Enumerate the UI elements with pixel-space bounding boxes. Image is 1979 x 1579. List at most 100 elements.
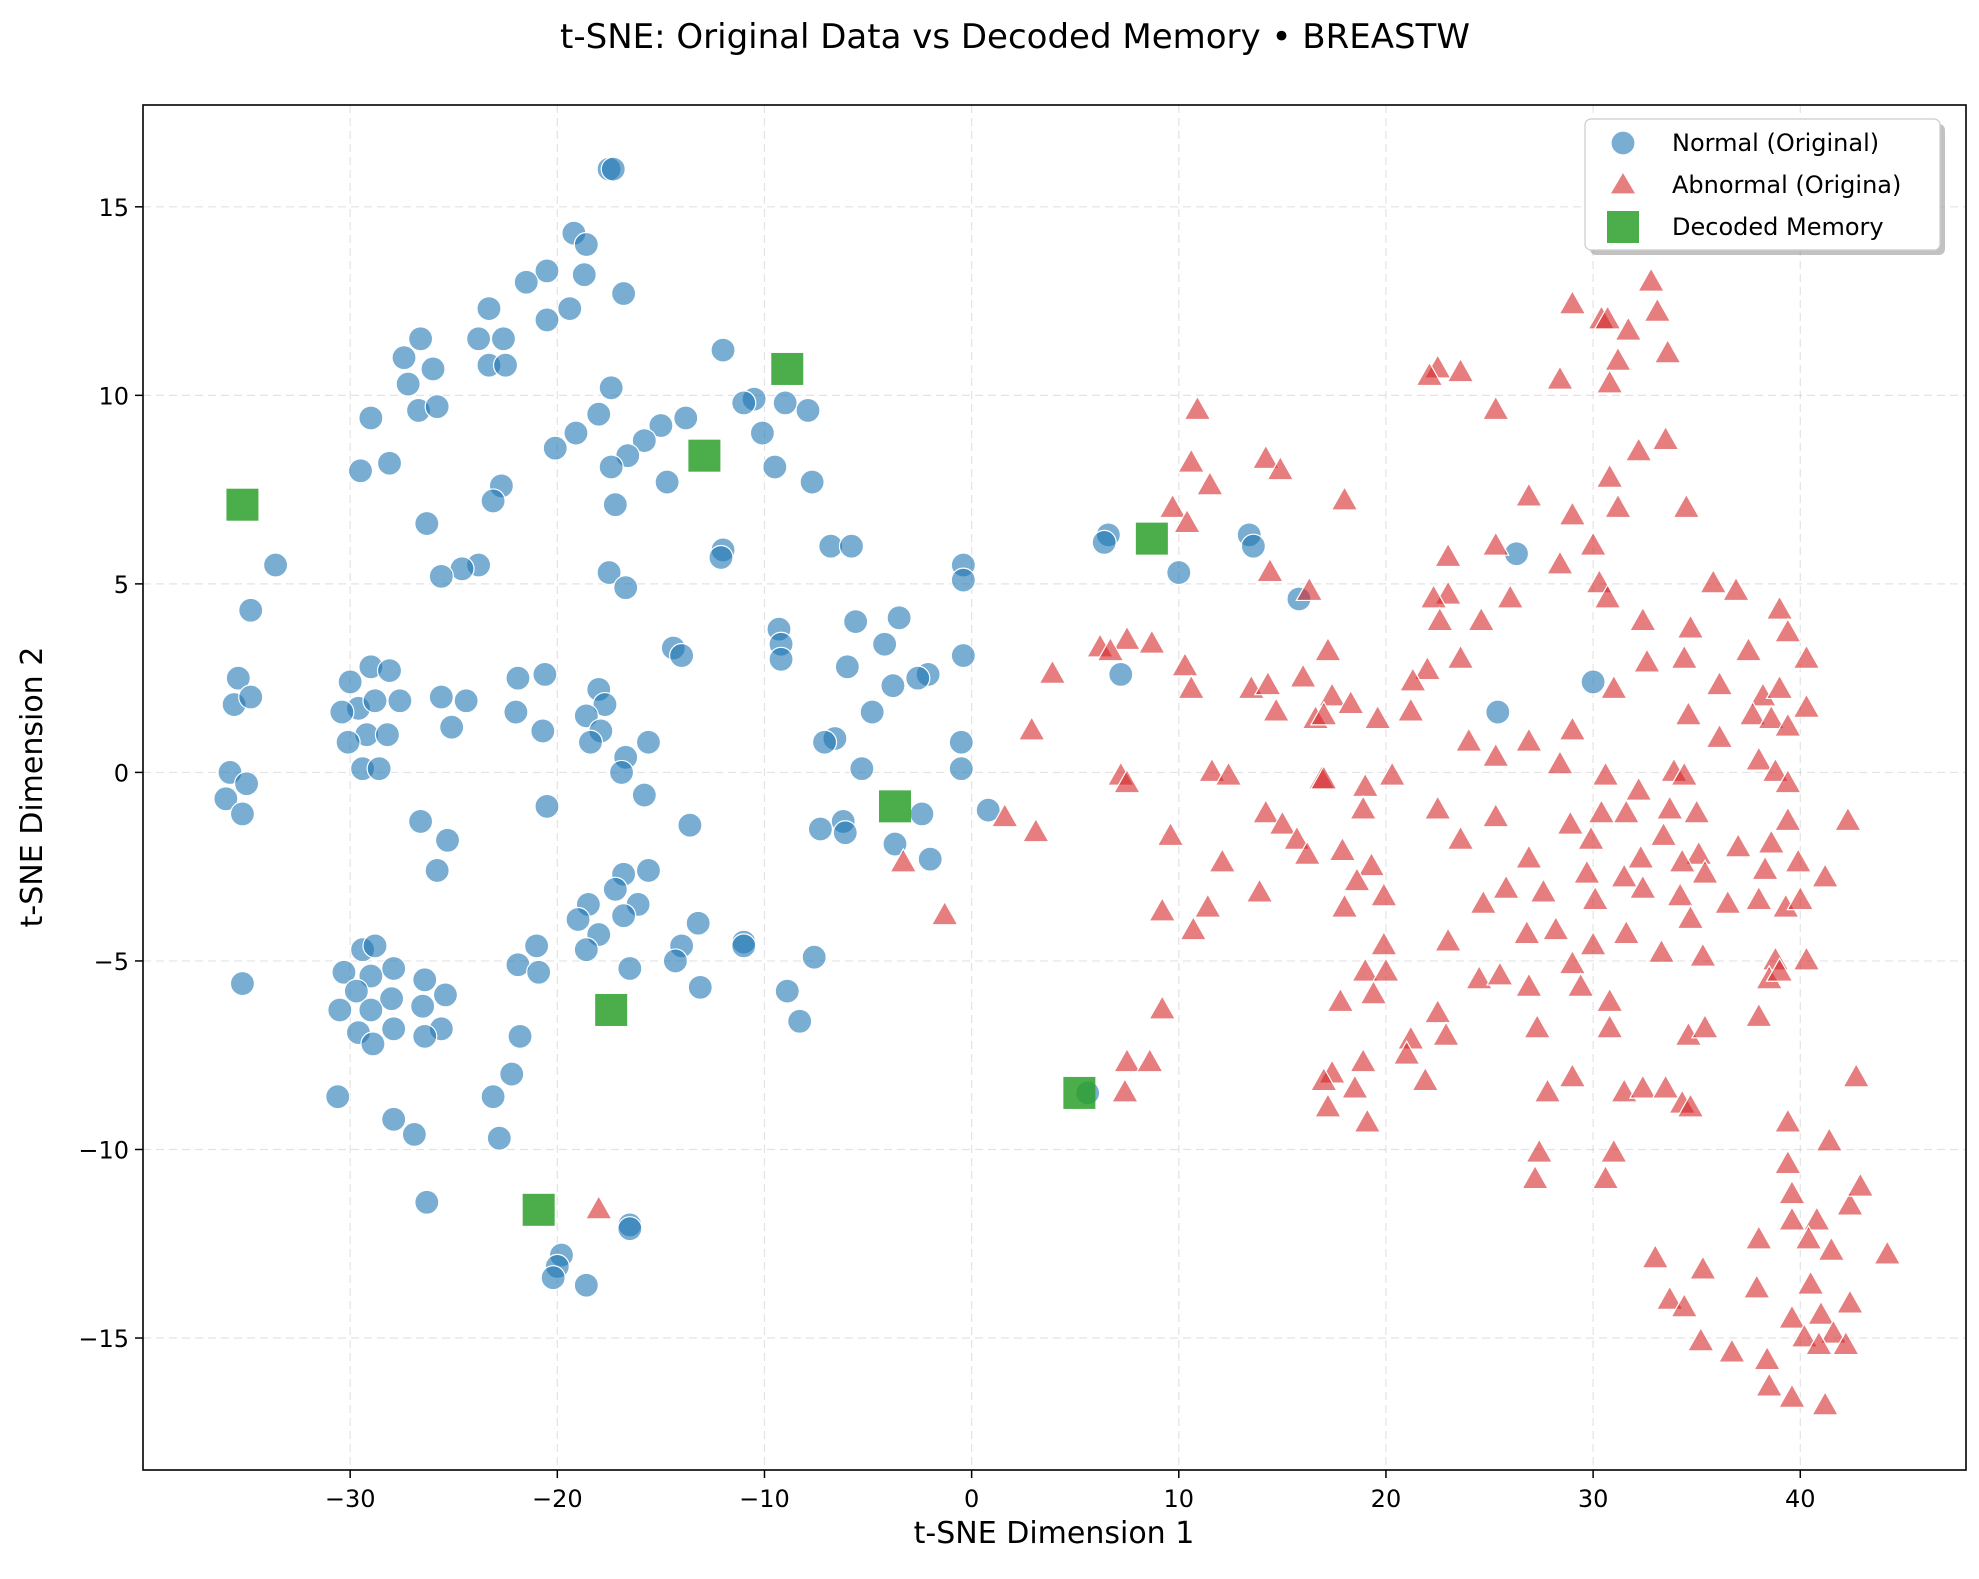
normal-point — [362, 933, 388, 959]
abnormal-point — [1632, 647, 1661, 673]
abnormal-point — [1744, 1224, 1773, 1250]
abnormal-point — [1282, 825, 1311, 850]
abnormal-point — [1792, 945, 1821, 971]
normal-point — [565, 906, 591, 933]
abnormal-point — [1328, 836, 1357, 862]
abnormal-point — [1177, 447, 1206, 473]
normal-point — [598, 454, 624, 480]
abnormal-point — [1612, 798, 1641, 824]
abnormal-point — [1794, 1224, 1823, 1250]
y-tick-label: 10 — [98, 382, 129, 410]
abnormal-point — [1790, 1322, 1819, 1348]
abnormal-point — [1523, 1013, 1552, 1039]
normal-point — [540, 1265, 566, 1291]
abnormal-point — [1773, 617, 1802, 643]
abnormal-point — [1672, 493, 1701, 519]
normal-point — [608, 759, 635, 786]
abnormal-point — [1819, 1319, 1848, 1344]
abnormal-point — [1784, 847, 1813, 873]
abnormal-point — [1268, 809, 1297, 835]
normal-point — [849, 756, 875, 782]
normal-point — [503, 699, 529, 725]
abnormal-point — [1595, 987, 1624, 1013]
abnormal-point — [1628, 606, 1657, 632]
abnormal-point — [1112, 768, 1142, 794]
normal-point — [229, 970, 256, 997]
abnormal-point — [1757, 828, 1786, 854]
abnormal-point — [1351, 772, 1380, 798]
normal-point — [710, 337, 736, 363]
normal-point — [262, 552, 289, 578]
normal-point — [428, 684, 454, 710]
abnormal-point — [1643, 297, 1672, 322]
normal-point — [238, 597, 264, 623]
abnormal-point — [1514, 481, 1543, 507]
normal-point — [1166, 559, 1192, 586]
abnormal-point — [1587, 798, 1616, 824]
normal-point — [374, 722, 401, 748]
abnormal-point — [1521, 1164, 1550, 1190]
normal-point — [432, 982, 459, 1008]
normal-point — [654, 469, 680, 495]
normal-point — [662, 948, 688, 974]
abnormal-point — [1413, 655, 1442, 681]
abnormal-point — [1705, 670, 1734, 696]
abnormal-point — [1688, 1254, 1717, 1280]
normal-point — [360, 1031, 386, 1057]
abnormal-point — [584, 1194, 613, 1220]
x-tick-label: −10 — [739, 1485, 790, 1513]
abnormal-point — [1326, 987, 1355, 1013]
normal-point — [1485, 699, 1511, 725]
normal-point — [768, 646, 794, 672]
normal-point — [598, 375, 624, 401]
normal-point — [631, 782, 657, 808]
abnormal-point — [1705, 723, 1734, 749]
normal-point — [586, 401, 612, 427]
normal-point — [507, 1023, 533, 1049]
normal-point — [366, 756, 392, 782]
abnormal-point — [1558, 715, 1587, 741]
normal-point — [787, 1008, 813, 1034]
abnormal-point — [1738, 700, 1767, 726]
normal-point — [772, 390, 798, 416]
abnormal-point — [1353, 1107, 1382, 1133]
normal-point — [358, 997, 384, 1023]
y-tick-label: −10 — [78, 1136, 129, 1164]
abnormal-point — [1744, 1002, 1773, 1028]
normal-point — [631, 427, 657, 454]
normal-point — [534, 307, 560, 333]
abnormal-point — [1637, 267, 1666, 292]
normal-point — [486, 1125, 512, 1151]
normal-point — [843, 608, 869, 635]
abnormal-point — [1545, 365, 1574, 390]
normal-point — [834, 654, 860, 680]
abnormal-point — [1595, 463, 1624, 488]
abnormal-point — [1255, 557, 1284, 583]
decoded-memory-point — [1135, 522, 1168, 555]
abnormal-point — [1815, 1126, 1844, 1152]
abnormal-point — [1112, 625, 1142, 651]
legend-label-decoded: Decoded Memory — [1672, 213, 1884, 241]
abnormal-point — [1514, 727, 1543, 752]
normal-point — [412, 967, 438, 993]
abnormal-point — [1112, 1047, 1142, 1073]
abnormal-point — [1214, 760, 1243, 786]
x-tick-label: 0 — [964, 1485, 979, 1513]
abnormal-point — [1873, 1239, 1902, 1265]
abnormal-point — [1647, 938, 1676, 964]
normal-point — [532, 661, 558, 687]
abnormal-point — [1193, 892, 1222, 918]
abnormal-point — [1724, 832, 1753, 858]
abnormal-point — [1603, 493, 1632, 519]
abnormal-point — [1670, 760, 1699, 786]
abnormal-point — [1313, 636, 1342, 662]
legend-box — [1584, 118, 1941, 251]
abnormal-point — [1833, 806, 1862, 832]
normal-point — [424, 857, 450, 884]
normal-point — [347, 458, 374, 484]
abnormal-point — [1765, 957, 1794, 982]
normal-point — [563, 420, 589, 446]
normal-point — [635, 857, 662, 884]
